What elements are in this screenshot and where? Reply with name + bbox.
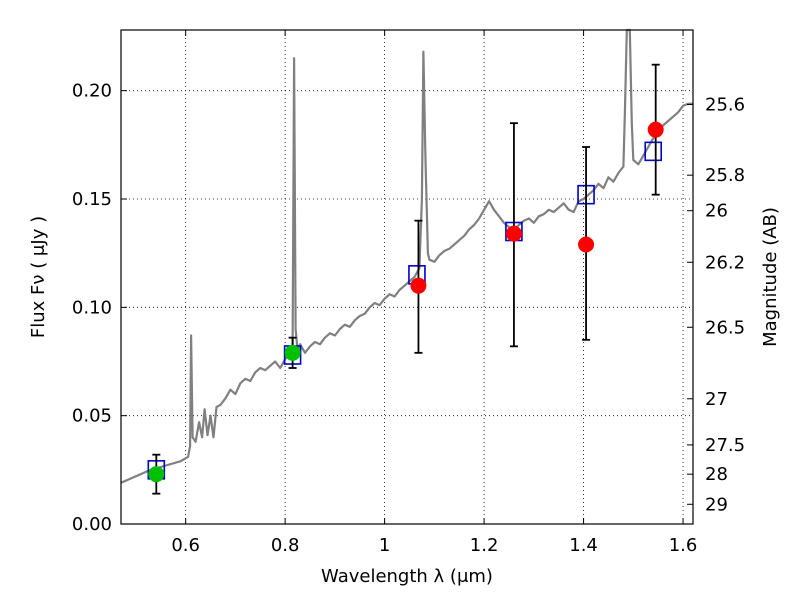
x-tick-label: 1.2 [470, 535, 499, 556]
data-point [578, 236, 595, 253]
markers [147, 63, 664, 495]
y2-tick-label: 26.5 [705, 317, 745, 338]
x-tick-label: 1.6 [669, 535, 698, 556]
y-tick-label: 0.05 [72, 406, 112, 427]
x-axis-title: Wavelength λ (μm) [321, 566, 493, 587]
x-tick-label: 1.4 [569, 535, 598, 556]
y2-tick-label: 26 [705, 201, 728, 222]
data-point [647, 121, 664, 138]
y-axis-title: Flux Fν ( μJy ) [28, 216, 49, 338]
y2-tick-label: 27 [705, 389, 728, 410]
y2-axis-title: Magnitude (AB) [760, 207, 781, 347]
y2-tick-label: 25.6 [705, 95, 745, 116]
x-tick-label: 0.8 [271, 535, 300, 556]
y2-tick-label: 25.8 [705, 165, 745, 186]
model-square-marker [644, 141, 663, 162]
y2-tick-label: 29 [705, 494, 728, 515]
data-point [410, 277, 427, 294]
data-point [284, 344, 301, 361]
plot-area [121, 30, 693, 524]
plot-frame [120, 29, 694, 525]
spectrum-series [120, 28, 693, 484]
y-tick-label: 0.20 [72, 81, 112, 102]
y2-tick-label: 26.2 [705, 252, 745, 273]
data-point [148, 466, 165, 483]
y-tick-label: 0.10 [72, 297, 112, 318]
x-tick-label: 1 [379, 535, 390, 556]
spectrum-line [120, 28, 693, 484]
x-tick-label: 0.6 [171, 535, 200, 556]
y2-tick-label: 28 [705, 464, 728, 485]
y2-tick-label: 27.5 [705, 435, 745, 456]
ticks: 0.6 0.8 1 1.2 1.4 1.6 0.00 0.05 0.10 0.15 0.20 25.6… [72, 30, 745, 556]
y-tick-label: 0.00 [72, 514, 112, 535]
data-point [505, 225, 522, 242]
y-tick-label: 0.15 [72, 189, 112, 210]
